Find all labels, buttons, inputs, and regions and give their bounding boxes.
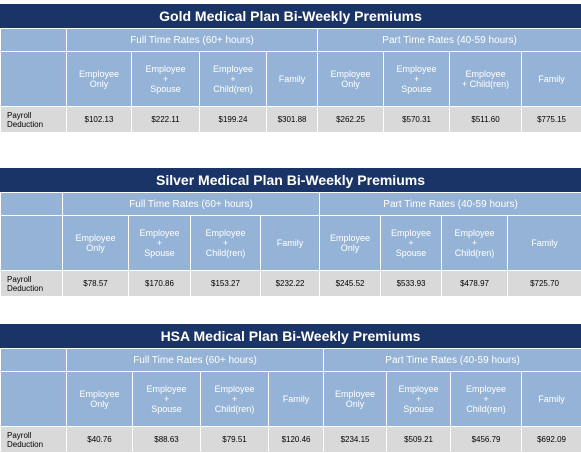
col-header: Family bbox=[522, 372, 581, 427]
silver-plan-section: Silver Medical Plan Bi-Weekly Premiums F… bbox=[0, 168, 581, 297]
col-header: Family bbox=[261, 216, 320, 271]
col-header: Family bbox=[522, 52, 581, 107]
col-header: Employee+Spouse bbox=[384, 52, 450, 107]
value-cell: $78.57 bbox=[63, 271, 129, 297]
col-header: Employee+Spouse bbox=[387, 372, 451, 427]
value-cell: $245.52 bbox=[320, 271, 381, 297]
col-header: Employee+Spouse bbox=[132, 52, 200, 107]
hsa-premium-table: Full Time Rates (60+ hours) Part Time Ra… bbox=[0, 348, 581, 453]
hsa-plan-section: HSA Medical Plan Bi-Weekly Premiums Full… bbox=[0, 324, 581, 453]
col-header: Family bbox=[267, 52, 318, 107]
value-cell: $478.97 bbox=[442, 271, 508, 297]
col-header: Employee+Child(ren) bbox=[201, 372, 269, 427]
silver-premium-table: Full Time Rates (60+ hours) Part Time Ra… bbox=[0, 192, 581, 297]
hsa-plan-title: HSA Medical Plan Bi-Weekly Premiums bbox=[0, 324, 581, 348]
value-cell: $40.76 bbox=[67, 427, 133, 453]
col-header: Employee+Child(ren) bbox=[442, 216, 508, 271]
value-cell: $153.27 bbox=[191, 271, 261, 297]
silver-plan-title: Silver Medical Plan Bi-Weekly Premiums bbox=[0, 168, 581, 192]
value-cell: $692.09 bbox=[522, 427, 581, 453]
value-cell: $456.79 bbox=[451, 427, 522, 453]
col-header: Employee+ Child(ren) bbox=[450, 52, 522, 107]
full-time-header: Full Time Rates (60+ hours) bbox=[67, 29, 318, 52]
col-header: Employee+Child(ren) bbox=[200, 52, 267, 107]
full-time-header: Full Time Rates (60+ hours) bbox=[67, 349, 324, 372]
row-label-header bbox=[1, 372, 67, 427]
corner-cell bbox=[1, 349, 67, 372]
value-cell: $533.93 bbox=[381, 271, 442, 297]
value-cell: $775.15 bbox=[522, 107, 581, 133]
value-cell: $120.46 bbox=[269, 427, 324, 453]
value-cell: $170.86 bbox=[129, 271, 191, 297]
row-label-header bbox=[1, 52, 67, 107]
value-cell: $725.70 bbox=[508, 271, 581, 297]
value-cell: $262.25 bbox=[318, 107, 384, 133]
part-time-header: Part Time Rates (40-59 hours) bbox=[320, 193, 581, 216]
col-header: Employee+Spouse bbox=[381, 216, 442, 271]
value-cell: $102.13 bbox=[67, 107, 132, 133]
value-cell: $234.15 bbox=[324, 427, 387, 453]
value-cell: $511.60 bbox=[450, 107, 522, 133]
gold-plan-section: Gold Medical Plan Bi-Weekly Premiums Ful… bbox=[0, 4, 581, 133]
col-header: Family bbox=[269, 372, 324, 427]
gold-plan-title: Gold Medical Plan Bi-Weekly Premiums bbox=[0, 4, 581, 28]
value-cell: $232.22 bbox=[261, 271, 320, 297]
corner-cell bbox=[1, 193, 63, 216]
part-time-header: Part Time Rates (40-59 hours) bbox=[324, 349, 581, 372]
value-cell: $301.88 bbox=[267, 107, 318, 133]
col-header: Employee+Spouse bbox=[133, 372, 201, 427]
value-cell: $570.31 bbox=[384, 107, 450, 133]
col-header: Family bbox=[508, 216, 581, 271]
value-cell: $509.21 bbox=[387, 427, 451, 453]
value-cell: $79.51 bbox=[201, 427, 269, 453]
gold-premium-table: Full Time Rates (60+ hours) Part Time Ra… bbox=[0, 28, 581, 133]
full-time-header: Full Time Rates (60+ hours) bbox=[63, 193, 320, 216]
row-label-header bbox=[1, 216, 63, 271]
col-header: Employee+Child(ren) bbox=[191, 216, 261, 271]
value-cell: $88.63 bbox=[133, 427, 201, 453]
corner-cell bbox=[1, 29, 67, 52]
value-cell: $222.11 bbox=[132, 107, 200, 133]
col-header: Employee+Child(ren) bbox=[451, 372, 522, 427]
value-cell: $199.24 bbox=[200, 107, 267, 133]
col-header: Employee+Spouse bbox=[129, 216, 191, 271]
part-time-header: Part Time Rates (40-59 hours) bbox=[318, 29, 581, 52]
